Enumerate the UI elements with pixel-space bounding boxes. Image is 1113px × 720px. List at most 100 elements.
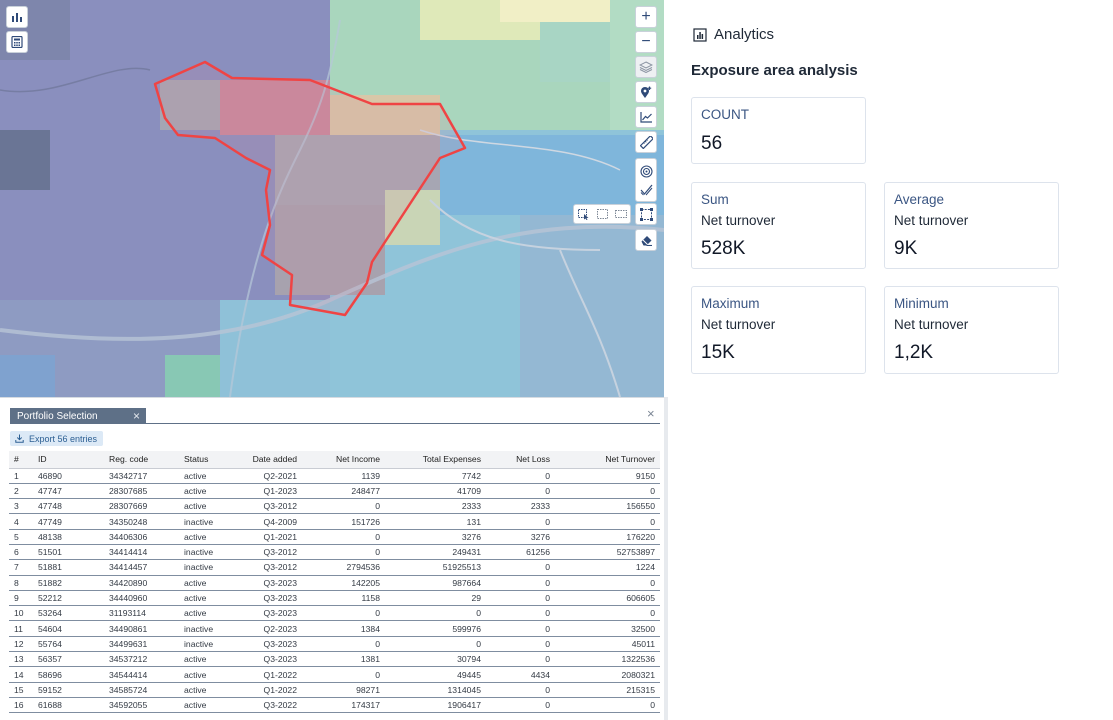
table-row[interactable]: 3 47748 28307669 active Q3-2012 0 2333 2333 1565… [9,498,660,515]
location-pin-icon [641,86,652,98]
average-label: Average [894,192,945,207]
trend-button[interactable] [635,106,657,128]
row-net-income: 1384 [302,620,385,637]
row-index: 10 [9,605,33,622]
column-header[interactable]: Net Loss [486,451,555,469]
row-net-turnover: 52753897 [555,544,660,561]
erase-selection-button[interactable] [635,229,657,251]
table-row[interactable]: 13 56357 34537212 active Q3-2023 1381 30794 0 13… [9,651,660,668]
tab-portfolio-selection[interactable]: Portfolio Selection × [10,408,146,424]
row-net-turnover: 0 [555,575,660,591]
column-header[interactable]: Net Turnover [555,451,660,469]
row-total-expenses: 3276 [385,529,486,545]
analytics-icon [693,27,707,42]
column-header[interactable]: Status [179,451,239,469]
select-rectangle-mode[interactable] [593,205,612,223]
row-net-loss: 0 [486,575,555,591]
row-id: 58696 [33,666,104,683]
row-net-income: 2794536 [302,559,385,576]
panel-close-icon[interactable]: × [647,406,655,421]
map-terrain[interactable] [0,0,664,397]
calculator-button[interactable] [6,31,28,53]
table-row[interactable]: 5 48138 34406306 active Q1-2021 0 3276 3276 1762… [9,529,660,545]
table-row[interactable]: 7 51881 34414457 inactive Q3-2012 2794536 5192… [9,559,660,576]
row-reg-code: 34490861 [104,620,179,637]
row-index: 4 [9,513,33,530]
row-date-added: Q1-2021 [239,529,302,545]
table-row[interactable]: 2 47747 28307685 active Q1-2023 248477 41709 0 0 [9,483,660,500]
row-status: inactive [179,636,239,653]
row-net-turnover: 0 [555,697,660,714]
count-card: COUNT 56 [691,97,866,164]
table-row[interactable]: 14 58696 34544414 active Q1-2022 0 49445 4434 20… [9,666,660,683]
row-date-added: Q3-2012 [239,544,302,561]
map-view[interactable]: + − [0,0,664,397]
row-status: active [179,697,239,714]
pointer-select-icon [577,208,589,220]
select-wide-mode[interactable] [611,205,630,223]
target-icon[interactable] [639,164,653,178]
add-location-button[interactable] [635,81,657,103]
row-total-expenses: 7742 [385,468,486,484]
wide-rectangle-icon [614,210,627,218]
row-date-added: Q3-2012 [239,498,302,515]
table-row[interactable]: 12 55764 34499631 inactive Q3-2023 0 0 0 45011 [9,636,660,653]
maximum-value: 15K [701,342,735,363]
row-id: 47747 [33,483,104,500]
column-header[interactable]: Date added [239,451,302,469]
row-net-turnover: 156550 [555,498,660,515]
area-select-button[interactable] [635,203,657,225]
export-button[interactable]: Export 56 entries [10,431,104,446]
table-row[interactable]: 8 51882 34420890 active Q3-2023 142205 987664 0… [9,575,660,591]
zoom-in-button[interactable]: + [635,6,657,28]
row-net-loss: 0 [486,605,555,622]
minimum-metric: Net turnover [894,317,969,332]
table-row[interactable]: 10 53264 31193114 active Q3-2023 0 0 0 0 [9,605,660,622]
table-row[interactable]: 15 59152 34585724 active Q1-2022 98271 1314045… [9,682,660,698]
column-header[interactable]: Net Income [302,451,385,469]
row-net-turnover: 606605 [555,590,660,607]
chart-toggle-button[interactable] [6,6,28,28]
table-row[interactable]: 4 47749 34350248 inactive Q4-2009 151726 131 0 0 [9,513,660,530]
row-index: 5 [9,529,33,545]
row-reg-code: 34585724 [104,682,179,698]
row-date-added: Q3-2023 [239,590,302,607]
column-header[interactable]: # [9,451,33,469]
row-total-expenses: 599976 [385,620,486,637]
selection-polygon [153,60,467,317]
row-net-turnover: 32500 [555,620,660,637]
table-row[interactable]: 6 51501 34414414 inactive Q3-2012 0 249431 6125… [9,544,660,561]
row-net-loss: 4434 [486,666,555,683]
column-header[interactable]: Reg. code [104,451,179,469]
row-id: 48138 [33,529,104,545]
row-total-expenses: 30794 [385,651,486,668]
zoom-out-button[interactable]: − [635,31,657,53]
row-net-income: 0 [302,498,385,515]
table-row[interactable]: 1 46890 34342717 active Q2-2021 1139 7742 0 9150 [9,468,660,484]
row-index: 2 [9,483,33,500]
measure-button[interactable] [635,131,657,153]
target-check-group[interactable] [635,158,657,202]
panel-scrollbar[interactable] [664,397,668,720]
sum-metric: Net turnover [701,213,776,228]
row-date-added: Q2-2021 [239,468,302,484]
column-header[interactable]: ID [33,451,104,469]
table-row[interactable]: 9 52212 34440960 active Q3-2023 1158 29 0 606605 [9,590,660,607]
row-index: 3 [9,498,33,515]
select-point-mode[interactable] [574,205,593,223]
row-status: active [179,575,239,591]
portfolio-panel: Portfolio Selection × × Export 56 entrie… [0,397,664,720]
download-icon [15,434,24,443]
layers-button[interactable] [635,56,657,78]
selection-mode-group[interactable] [573,204,631,224]
table-row[interactable]: 11 54604 34490861 inactive Q2-2023 1384 599976… [9,620,660,637]
column-header[interactable]: Total Expenses [385,451,486,469]
row-status: inactive [179,513,239,530]
row-id: 47749 [33,513,104,530]
row-net-loss: 0 [486,620,555,637]
check-icon[interactable] [640,184,653,196]
tab-close-icon[interactable]: × [132,409,140,423]
analytics-subtitle: Exposure area analysis [691,62,858,79]
row-date-added: Q3-2023 [239,636,302,653]
table-row[interactable]: 16 61688 34592055 active Q3-2022 174317 190641… [9,697,660,714]
